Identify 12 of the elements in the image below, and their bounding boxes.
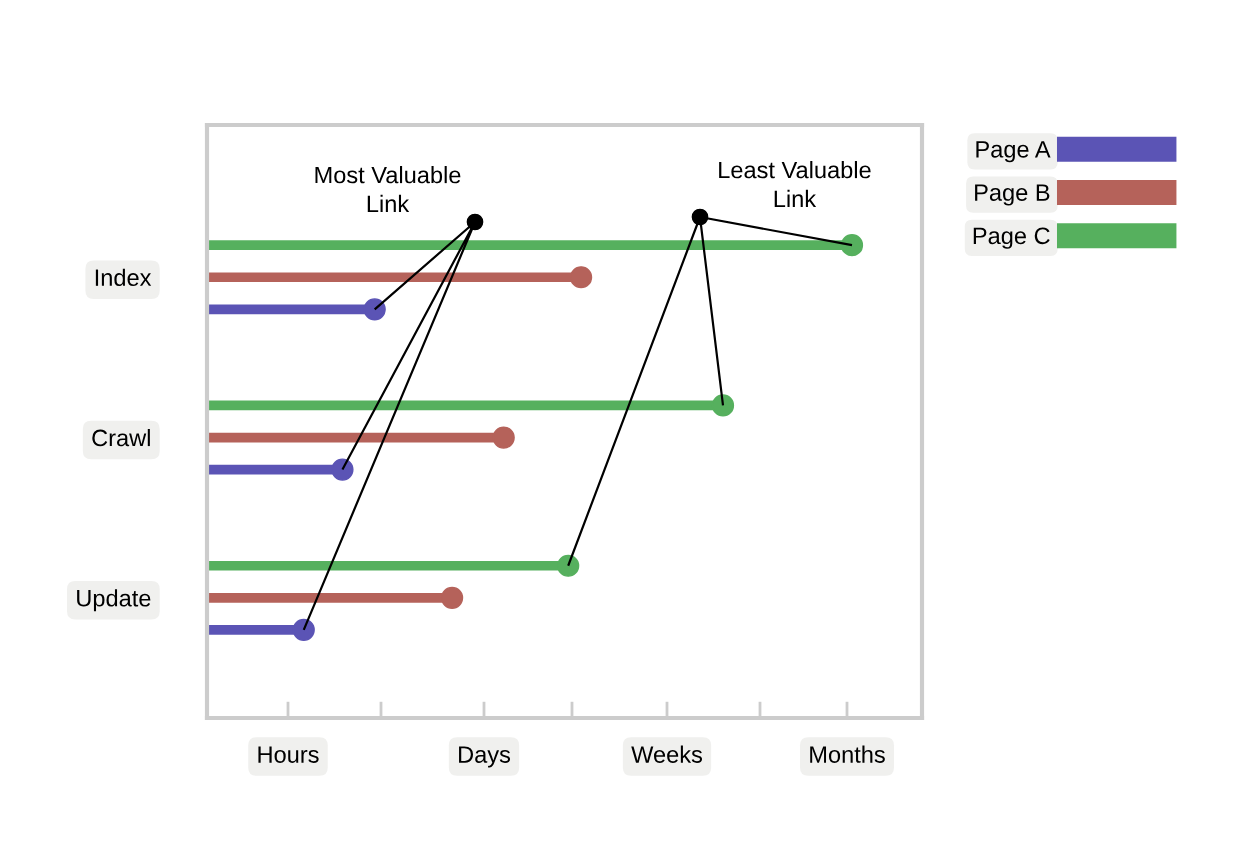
text: Days [459, 746, 511, 768]
text: Months [810, 745, 885, 763]
annotation: Least Valuable Link [719, 161, 871, 207]
text: Weeks [631, 745, 703, 763]
legend-label: Page B [975, 184, 1050, 206]
y-tick-label: Index [95, 268, 152, 287]
legend-label: Page C [973, 227, 1050, 249]
text: Hours [258, 746, 319, 763]
legend-label: Page A [976, 141, 1051, 163]
y-tick-label: Crawl [92, 428, 150, 447]
y-tick-label: Update [77, 589, 151, 612]
annotation: Most Valuable Link [315, 166, 461, 212]
